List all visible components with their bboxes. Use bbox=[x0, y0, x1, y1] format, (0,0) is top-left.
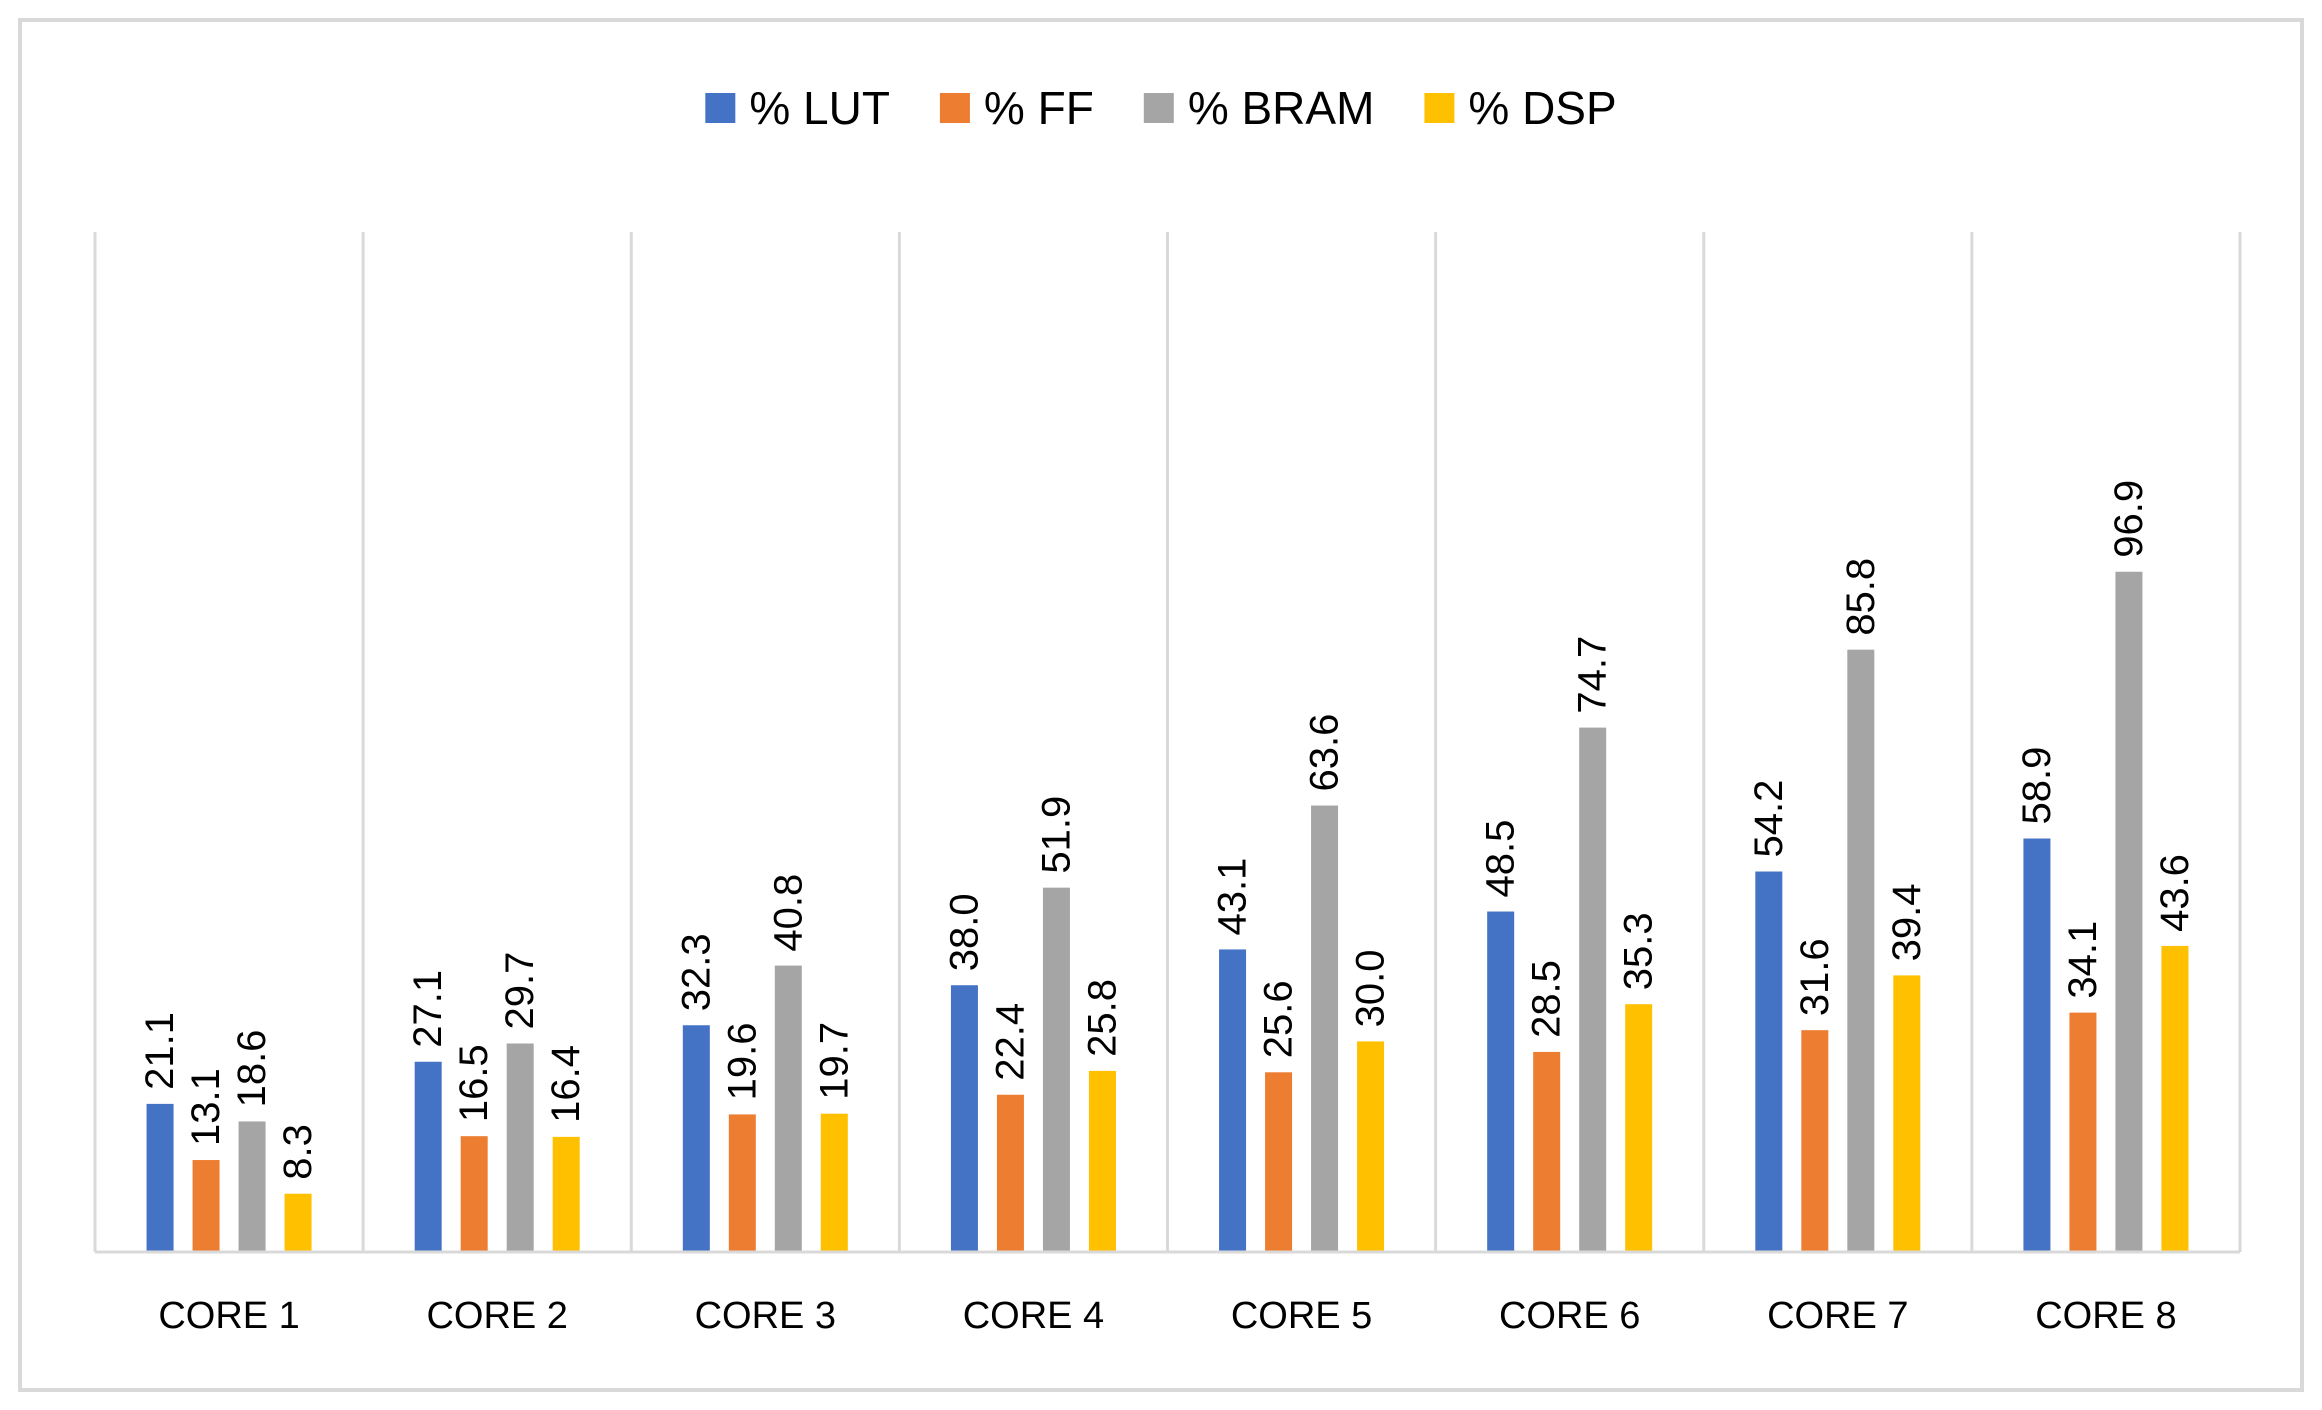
legend-label-ff: % FF bbox=[984, 82, 1094, 134]
data-label-lut-core-1: 21.1 bbox=[138, 1012, 182, 1090]
data-label-bram-core-4: 51.9 bbox=[1034, 796, 1078, 874]
legend-label-lut: % LUT bbox=[749, 82, 890, 134]
bar-ff-core-6 bbox=[1533, 1051, 1561, 1252]
data-label-ff-core-7: 31.6 bbox=[1793, 938, 1837, 1016]
data-label-lut-core-6: 48.5 bbox=[1479, 820, 1523, 898]
bar-bram-core-7 bbox=[1847, 649, 1875, 1252]
bar-ff-core-4 bbox=[996, 1094, 1024, 1252]
bar-lut-core-5 bbox=[1219, 949, 1247, 1252]
bar-lut-core-1 bbox=[146, 1103, 174, 1252]
bar-ff-core-1 bbox=[192, 1160, 220, 1252]
chart-border bbox=[18, 18, 2304, 1392]
legend-label-bram: % BRAM bbox=[1188, 82, 1375, 134]
data-label-ff-core-3: 19.6 bbox=[720, 1023, 764, 1101]
data-label-dsp-core-5: 30.0 bbox=[1349, 950, 1393, 1028]
data-label-bram-core-8: 96.9 bbox=[2107, 480, 2151, 558]
bar-dsp-core-1 bbox=[284, 1193, 312, 1252]
data-labels: 21.113.1 18.68.3 27.116.529.716.4 32.319.6 4… bbox=[138, 480, 2197, 1180]
data-label-dsp-core-2: 16.4 bbox=[544, 1045, 588, 1123]
bar-dsp-core-6 bbox=[1625, 1004, 1653, 1252]
bar-bram-core-4 bbox=[1042, 887, 1070, 1252]
category-label-core-1: CORE 1 bbox=[158, 1295, 299, 1337]
category-label-core-8: CORE 8 bbox=[2035, 1295, 2176, 1337]
data-label-lut-core-7: 54.2 bbox=[1747, 780, 1791, 858]
bar-bram-core-3 bbox=[774, 965, 802, 1252]
bar-bram-core-8 bbox=[2115, 571, 2143, 1252]
bar-ff-core-5 bbox=[1265, 1072, 1293, 1252]
data-label-lut-core-2: 27.1 bbox=[406, 970, 450, 1048]
bar-dsp-core-3 bbox=[820, 1113, 848, 1252]
category-axis-labels: CORE 1 CORE 2 CORE 3 CORE 4 CORE 5 CORE 6 CORE… bbox=[158, 1295, 2176, 1337]
bars bbox=[146, 571, 2189, 1252]
bar-ff-core-2 bbox=[460, 1136, 488, 1252]
bar-bram-core-6 bbox=[1579, 727, 1607, 1252]
bar-bram-core-5 bbox=[1311, 805, 1339, 1252]
data-label-ff-core-5: 25.6 bbox=[1257, 980, 1301, 1058]
data-label-bram-core-3: 40.8 bbox=[766, 874, 810, 952]
data-label-dsp-core-8: 43.6 bbox=[2153, 854, 2197, 932]
bar-lut-core-3 bbox=[682, 1025, 710, 1252]
bar-bram-core-1 bbox=[238, 1121, 266, 1252]
data-label-bram-core-1: 18.6 bbox=[230, 1030, 274, 1108]
data-label-ff-core-1: 13.1 bbox=[184, 1068, 228, 1146]
bar-dsp-core-5 bbox=[1357, 1041, 1385, 1252]
bar-lut-core-8 bbox=[2023, 838, 2051, 1252]
data-label-lut-core-3: 32.3 bbox=[674, 933, 718, 1011]
data-label-lut-core-4: 38.0 bbox=[942, 893, 986, 971]
gridlines bbox=[93, 232, 2242, 1252]
data-label-dsp-core-1: 8.3 bbox=[276, 1124, 320, 1180]
data-label-dsp-core-4: 25.8 bbox=[1080, 979, 1124, 1057]
data-label-bram-core-7: 85.8 bbox=[1839, 558, 1883, 636]
bar-lut-core-2 bbox=[414, 1061, 442, 1252]
data-label-ff-core-2: 16.5 bbox=[452, 1044, 496, 1122]
legend: % LUT % FF % BRAM % DSP bbox=[705, 82, 1617, 134]
data-label-dsp-core-6: 35.3 bbox=[1617, 912, 1661, 990]
legend-swatch-dsp bbox=[1424, 93, 1455, 123]
data-label-ff-core-6: 28.5 bbox=[1525, 960, 1569, 1038]
category-label-core-5: CORE 5 bbox=[1231, 1295, 1372, 1337]
bar-bram-core-2 bbox=[506, 1043, 534, 1252]
bar-dsp-core-4 bbox=[1088, 1070, 1116, 1252]
data-label-dsp-core-3: 19.7 bbox=[812, 1022, 856, 1100]
category-label-core-7: CORE 7 bbox=[1767, 1295, 1908, 1337]
legend-swatch-ff bbox=[939, 93, 970, 123]
data-label-bram-core-6: 74.7 bbox=[1571, 636, 1615, 714]
bar-lut-core-7 bbox=[1755, 871, 1783, 1252]
category-label-core-3: CORE 3 bbox=[695, 1295, 836, 1337]
data-label-ff-core-4: 22.4 bbox=[988, 1003, 1032, 1081]
legend-label-dsp: % DSP bbox=[1468, 82, 1616, 134]
legend-swatch-lut bbox=[705, 93, 736, 123]
data-label-dsp-core-7: 39.4 bbox=[1885, 884, 1929, 962]
bar-ff-core-7 bbox=[1801, 1030, 1829, 1252]
category-label-core-2: CORE 2 bbox=[426, 1295, 567, 1337]
bar-ff-core-8 bbox=[2069, 1012, 2097, 1252]
data-label-bram-core-2: 29.7 bbox=[498, 952, 542, 1030]
data-label-lut-core-5: 43.1 bbox=[1211, 858, 1255, 936]
data-label-ff-core-8: 34.1 bbox=[2061, 921, 2105, 999]
data-label-bram-core-5: 63.6 bbox=[1303, 714, 1347, 792]
bar-dsp-core-8 bbox=[2161, 945, 2189, 1252]
category-label-core-6: CORE 6 bbox=[1499, 1295, 1640, 1337]
bar-dsp-core-2 bbox=[552, 1136, 580, 1252]
bar-lut-core-6 bbox=[1487, 911, 1515, 1252]
bar-ff-core-3 bbox=[728, 1114, 756, 1252]
bar-lut-core-4 bbox=[950, 985, 978, 1252]
bar-dsp-core-7 bbox=[1893, 975, 1921, 1252]
legend-swatch-bram bbox=[1143, 93, 1174, 123]
category-label-core-4: CORE 4 bbox=[963, 1295, 1104, 1337]
data-label-lut-core-8: 58.9 bbox=[2015, 747, 2059, 825]
